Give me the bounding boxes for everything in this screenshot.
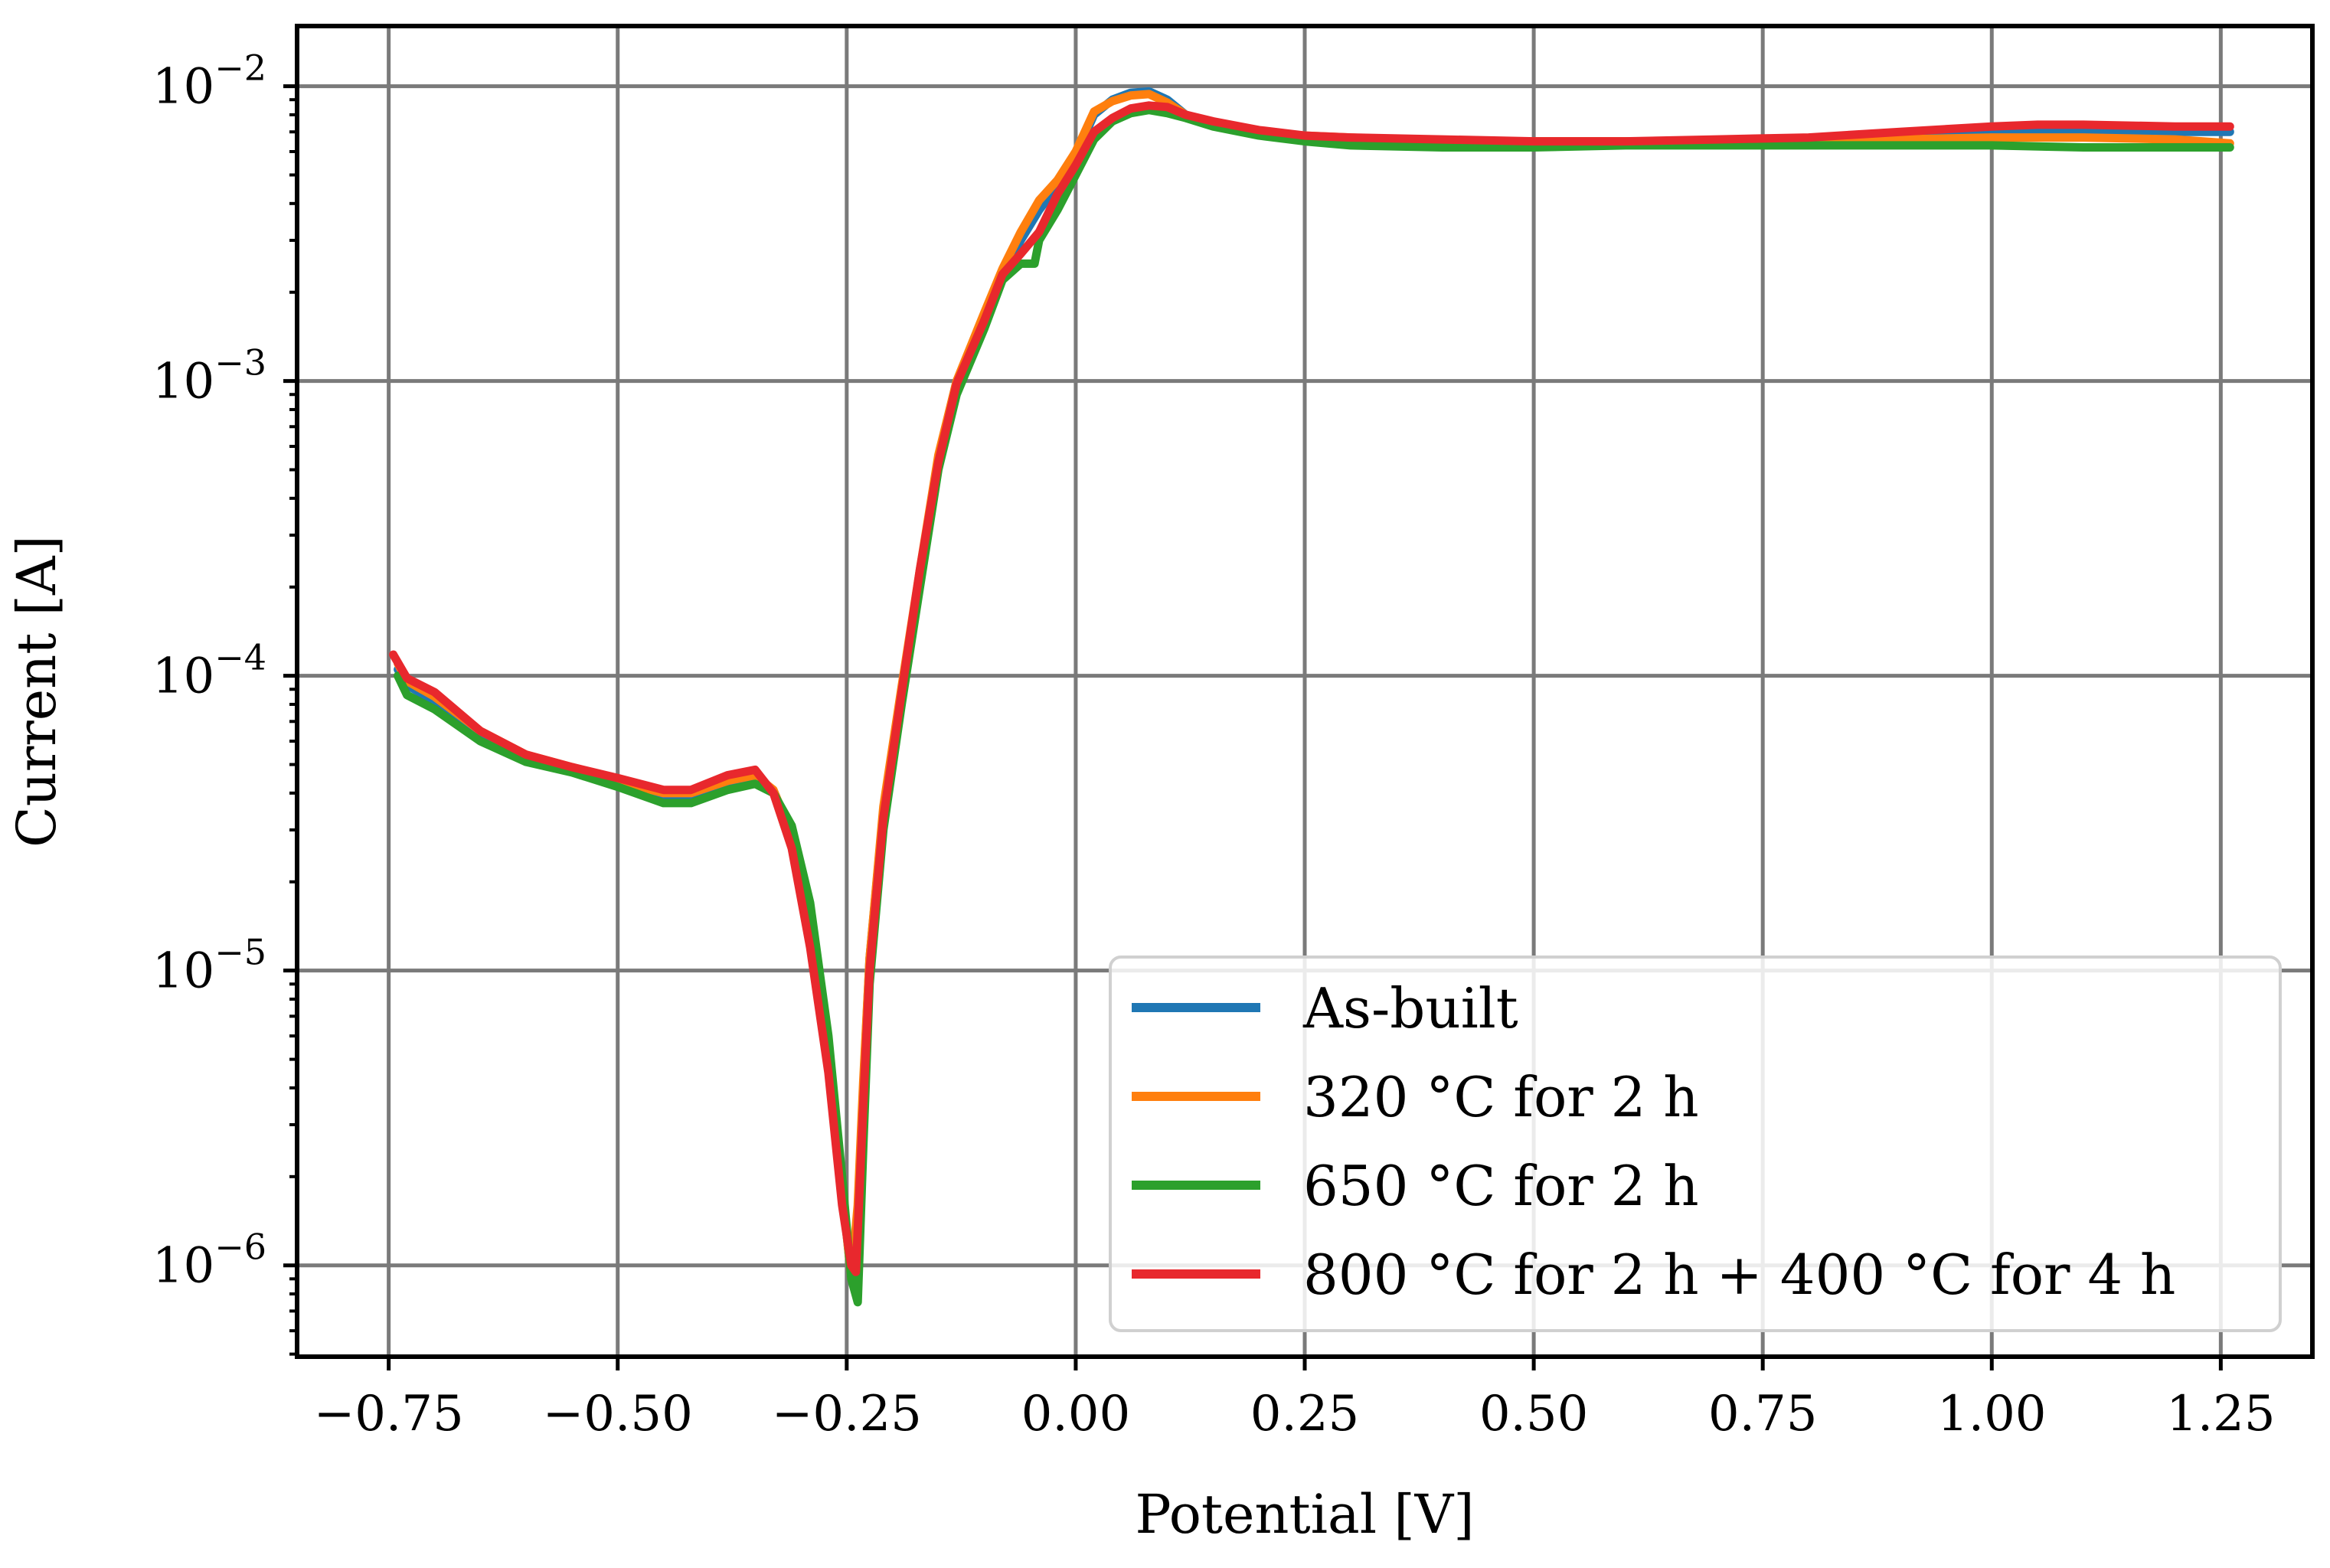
legend-label: As-built xyxy=(1302,976,1518,1040)
x-tick-label: −0.50 xyxy=(543,1386,693,1442)
x-tick-label: 1.00 xyxy=(1937,1386,2047,1442)
x-tick-label: 1.25 xyxy=(2166,1386,2276,1442)
series-group xyxy=(389,87,2234,1307)
legend-box xyxy=(1109,956,2282,1332)
x-tick-label: 0.25 xyxy=(1250,1386,1360,1442)
x-tick-label: 0.75 xyxy=(1708,1386,1818,1442)
y-tick-label: 10−5 xyxy=(152,932,266,1000)
x-tick-label: 0.50 xyxy=(1479,1386,1589,1442)
x-tick-label: −0.25 xyxy=(772,1386,922,1442)
y-tick-label: 10−3 xyxy=(152,342,266,410)
legend: As-built 320 °C for 2 h 650 °C for 2 h 800 … xyxy=(1109,956,2282,1332)
series-line xyxy=(389,101,2234,1276)
legend-label: 800 °C for 2 h + 400 °C for 4 h xyxy=(1303,1243,2175,1307)
x-tick-label: −0.75 xyxy=(314,1386,464,1442)
grid xyxy=(297,26,2312,1357)
x-tick-label: 0.00 xyxy=(1021,1386,1131,1442)
x-axis: −0.75 −0.50 −0.25 0.00 0.25 0.50 0.75 1.00 1.25 xyxy=(314,1357,2276,1442)
x-axis-label: Potential [V] xyxy=(1135,1483,1474,1546)
legend-label: 320 °C for 2 h xyxy=(1303,1065,1699,1129)
legend-label: 650 °C for 2 h xyxy=(1303,1154,1699,1218)
y-axis-label: Current [A] xyxy=(5,535,68,848)
y-axis: 10−6 10−5 10−4 10−3 10−2 xyxy=(152,47,297,1295)
y-tick-label: 10−6 xyxy=(152,1227,266,1295)
y-tick-label: 10−4 xyxy=(152,637,266,705)
y-tick-label: 10−2 xyxy=(152,47,266,116)
